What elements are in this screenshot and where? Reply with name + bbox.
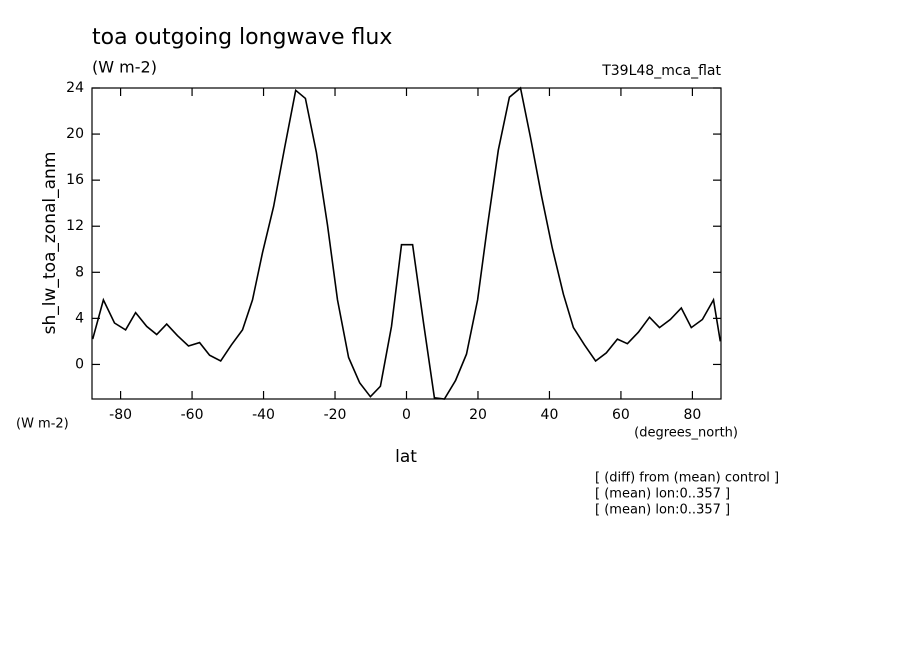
y-tick-label: 0 [75, 356, 84, 372]
x-tick-label: 60 [612, 407, 630, 423]
x-axis-label: lat [395, 447, 417, 467]
x-tick-label: -60 [181, 407, 204, 423]
x-tick-label: -40 [252, 407, 275, 423]
x-tick-label: 0 [402, 407, 411, 423]
x-tick-label: -20 [324, 407, 347, 423]
y-tick-label: 12 [66, 218, 84, 234]
y-units: (W m-2) [16, 417, 69, 432]
x-tick-label: 40 [541, 407, 559, 423]
run-label: T39L48_mca_flat [601, 63, 721, 79]
y-tick-label: 20 [66, 126, 84, 142]
plot-frame [91, 87, 722, 400]
note: [ (mean) lon:0..357 ] [595, 487, 730, 502]
chart-title: toa outgoing longwave flux [92, 25, 392, 50]
x-units: (degrees_north) [634, 426, 738, 441]
data-line [91, 86, 722, 400]
note: [ (mean) lon:0..357 ] [595, 503, 730, 518]
y-tick-label: 24 [66, 80, 84, 96]
y-axis-label: sh_lw_toa_zonal_anm [40, 152, 60, 335]
chart-subtitle: (W m-2) [92, 58, 157, 77]
x-tick-label: -80 [109, 407, 132, 423]
x-tick-label: 80 [683, 407, 701, 423]
y-tick-label: 16 [66, 172, 84, 188]
y-tick-label: 4 [75, 310, 84, 326]
note: [ (diff) from (mean) control ] [595, 471, 779, 486]
x-tick-label: 20 [469, 407, 487, 423]
y-tick-label: 8 [75, 264, 84, 280]
